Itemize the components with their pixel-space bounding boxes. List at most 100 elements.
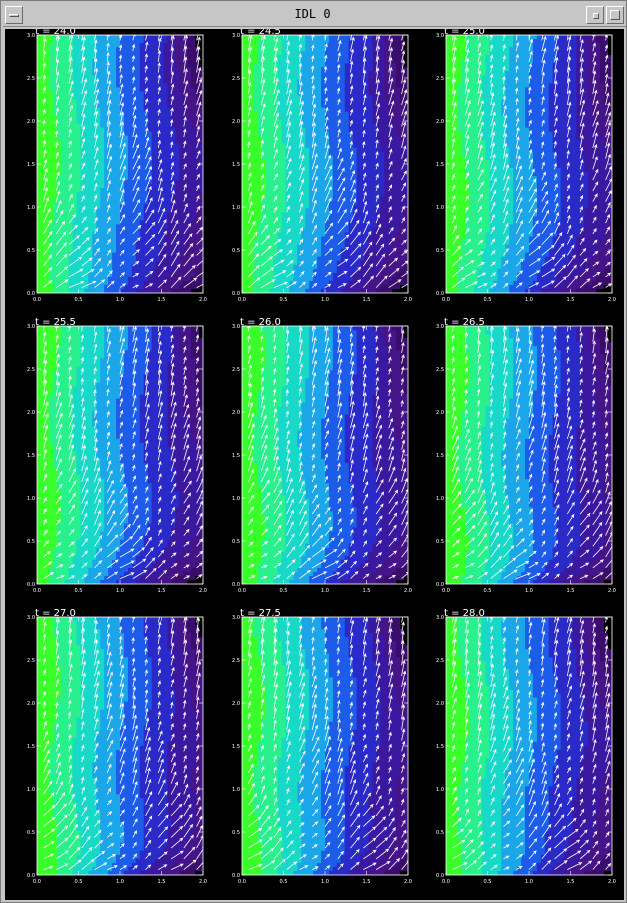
contour-cell <box>372 188 377 193</box>
contour-cell <box>344 204 350 209</box>
contour-cell <box>112 168 117 173</box>
contour-cell <box>44 99 50 105</box>
contour-cell <box>336 95 342 101</box>
contour-cell <box>108 256 113 262</box>
minimize-button[interactable] <box>586 6 604 24</box>
contour-cell <box>265 43 271 48</box>
contour-cell <box>84 99 89 105</box>
contour-cell <box>88 176 93 181</box>
contour-cell <box>265 216 271 222</box>
contour-cell <box>127 288 133 293</box>
contour-cell <box>60 200 66 205</box>
contour-cell <box>96 240 101 246</box>
contour-cell <box>131 151 137 157</box>
contour-cell <box>253 99 259 105</box>
contour-cell <box>249 216 255 222</box>
window-menu-button[interactable] <box>5 6 23 24</box>
contour-cell <box>123 224 129 230</box>
contour-cell <box>199 159 203 165</box>
contour-cell <box>396 55 401 60</box>
contour-cell <box>72 216 78 222</box>
contour-cell <box>183 119 188 125</box>
contour-cell <box>293 143 298 149</box>
contour-cell <box>328 135 334 141</box>
contour-cell <box>123 268 129 274</box>
contour-cell <box>48 228 54 234</box>
vector-arrow <box>106 238 111 245</box>
contour-cell <box>151 51 157 56</box>
contour-cell <box>392 192 397 197</box>
contour-cell <box>242 75 247 80</box>
contour-cell <box>131 83 137 89</box>
contour-cell <box>368 188 374 193</box>
contour-cell <box>116 248 121 254</box>
maximize-button[interactable] <box>606 6 624 24</box>
contour-cell <box>249 87 255 93</box>
title-bar[interactable]: IDL 0 <box>3 3 626 27</box>
contour-cell <box>44 95 50 101</box>
contour-cell <box>112 127 117 133</box>
contour-cell <box>171 240 176 246</box>
contour-cell <box>167 143 172 149</box>
contour-cell <box>360 168 366 173</box>
contour-cell <box>356 196 362 201</box>
contour-cell <box>179 155 184 161</box>
contour-cell <box>155 35 161 40</box>
contour-cell <box>72 151 78 157</box>
vector-arrow <box>43 242 53 256</box>
vector-arrow <box>42 129 46 138</box>
contour-cell <box>269 107 275 113</box>
contour-cell <box>116 51 121 56</box>
contour-cell <box>131 248 137 254</box>
contour-cell <box>112 244 117 250</box>
contour-cell <box>159 111 165 117</box>
contour-cell <box>384 147 389 153</box>
contour-cell <box>199 103 203 109</box>
contour-cell <box>68 228 74 234</box>
contour-cell <box>404 51 408 56</box>
contour-cell <box>72 220 78 226</box>
contour-cell <box>297 172 302 177</box>
contour-cell <box>313 119 318 125</box>
contour-cell <box>120 71 125 76</box>
contour-cell <box>163 208 169 213</box>
contour-cell <box>56 131 62 137</box>
vector-arrow <box>196 271 203 278</box>
contour-cell <box>44 252 50 258</box>
contour-cell <box>40 143 46 149</box>
contour-cell <box>396 39 401 44</box>
contour-cell <box>127 196 133 201</box>
contour-cell <box>143 288 149 293</box>
contour-cell <box>293 192 298 197</box>
contour-cell <box>64 59 70 64</box>
contour-cell <box>328 119 334 125</box>
contour-cell <box>332 172 338 177</box>
contour-cell <box>396 131 401 137</box>
contour-cell <box>175 103 180 109</box>
vector-arrow <box>55 151 59 159</box>
contour-cell <box>37 192 42 197</box>
contour-cell <box>356 216 362 222</box>
contour-cell <box>96 51 101 56</box>
contour-cell <box>175 47 180 52</box>
contour-cell <box>56 284 62 290</box>
contour-cell <box>100 280 105 286</box>
contour-cell <box>191 55 196 60</box>
vector-arrow <box>68 183 73 192</box>
contour-cell <box>183 276 188 282</box>
vector-arrow <box>183 264 196 278</box>
contour-cell <box>116 47 121 52</box>
contour-cell <box>309 164 314 169</box>
contour-cell <box>245 204 251 209</box>
contour-cell <box>143 107 149 113</box>
contour-cell <box>336 79 342 84</box>
contour-cell <box>135 196 141 201</box>
contour-cell <box>108 236 113 242</box>
contour-cell <box>64 240 70 246</box>
contour-cell <box>60 103 66 109</box>
contour-cell <box>317 159 322 165</box>
contour-cell <box>183 135 188 141</box>
contour-cell <box>376 155 381 161</box>
contour-cell <box>72 256 78 262</box>
contour-cell <box>380 119 385 125</box>
